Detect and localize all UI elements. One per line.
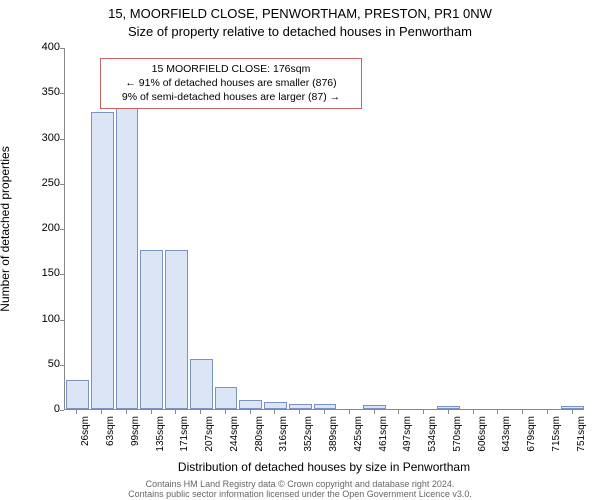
y-tick-mark (60, 229, 64, 230)
annotation-box: 15 MOORFIELD CLOSE: 176sqm← 91% of detac… (100, 58, 362, 109)
x-tick-label: 135sqm (155, 416, 166, 471)
y-tick-label: 200 (20, 222, 60, 234)
x-tick-label: 99sqm (130, 416, 141, 471)
y-tick-mark (60, 48, 64, 49)
annotation-line: 15 MOORFIELD CLOSE: 176sqm (107, 62, 355, 76)
annotation-line: 9% of semi-detached houses are larger (8… (107, 90, 355, 104)
x-tick-mark (349, 410, 350, 414)
histogram-bar (116, 106, 139, 409)
x-tick-mark (175, 410, 176, 414)
histogram-bar (66, 380, 89, 409)
x-tick-mark (473, 410, 474, 414)
x-tick-mark (448, 410, 449, 414)
y-tick-mark (60, 274, 64, 275)
x-tick-mark (547, 410, 548, 414)
chart-title-subtitle: Size of property relative to detached ho… (0, 24, 600, 39)
annotation-line: ← 91% of detached houses are smaller (87… (107, 76, 355, 90)
x-tick-mark (274, 410, 275, 414)
x-tick-mark (76, 410, 77, 414)
histogram-bar (91, 112, 114, 409)
y-tick-label: 300 (20, 132, 60, 144)
x-tick-mark (151, 410, 152, 414)
x-tick-mark (374, 410, 375, 414)
histogram-bar (190, 359, 213, 409)
footer-line2: Contains public sector information licen… (0, 490, 600, 500)
y-tick-mark (60, 320, 64, 321)
y-tick-mark (60, 139, 64, 140)
x-tick-label: 352sqm (303, 416, 314, 471)
histogram-bar (437, 406, 460, 409)
x-tick-label: 244sqm (229, 416, 240, 471)
x-tick-label: 461sqm (378, 416, 389, 471)
x-tick-mark (497, 410, 498, 414)
x-tick-mark (423, 410, 424, 414)
x-tick-label: 207sqm (204, 416, 215, 471)
x-tick-label: 679sqm (526, 416, 537, 471)
x-tick-mark (299, 410, 300, 414)
x-tick-label: 643sqm (501, 416, 512, 471)
histogram-bar (165, 250, 188, 409)
histogram-bar (215, 387, 238, 409)
x-tick-mark (572, 410, 573, 414)
x-tick-mark (250, 410, 251, 414)
y-tick-label: 400 (20, 41, 60, 53)
x-tick-label: 171sqm (179, 416, 190, 471)
x-tick-mark (522, 410, 523, 414)
footer-attribution: Contains HM Land Registry data © Crown c… (0, 480, 600, 500)
y-tick-label: 250 (20, 177, 60, 189)
histogram-bar (363, 405, 386, 409)
x-tick-label: 425sqm (353, 416, 364, 471)
y-tick-mark (60, 184, 64, 185)
histogram-bar (561, 406, 584, 409)
histogram-bar (289, 404, 312, 409)
x-tick-label: 280sqm (254, 416, 265, 471)
y-axis-label: Number of detached properties (0, 48, 12, 410)
histogram-bar (264, 402, 287, 409)
y-tick-mark (60, 365, 64, 366)
histogram-bar (239, 400, 262, 409)
y-tick-label: 50 (20, 358, 60, 370)
y-tick-label: 0 (20, 403, 60, 415)
x-tick-label: 63sqm (105, 416, 116, 471)
y-tick-label: 100 (20, 313, 60, 325)
x-tick-mark (101, 410, 102, 414)
x-tick-label: 534sqm (427, 416, 438, 471)
x-tick-label: 606sqm (477, 416, 488, 471)
y-tick-label: 350 (20, 86, 60, 98)
y-tick-mark (60, 410, 64, 411)
x-tick-mark (126, 410, 127, 414)
x-tick-mark (324, 410, 325, 414)
x-tick-mark (200, 410, 201, 414)
x-tick-label: 570sqm (452, 416, 463, 471)
x-tick-label: 316sqm (278, 416, 289, 471)
chart-title-address: 15, MOORFIELD CLOSE, PENWORTHAM, PRESTON… (0, 6, 600, 21)
y-tick-label: 150 (20, 267, 60, 279)
x-tick-mark (225, 410, 226, 414)
x-tick-label: 715sqm (551, 416, 562, 471)
x-tick-label: 751sqm (576, 416, 587, 471)
y-tick-mark (60, 93, 64, 94)
histogram-bar (314, 404, 337, 409)
x-tick-mark (398, 410, 399, 414)
histogram-bar (140, 250, 163, 409)
x-tick-label: 26sqm (80, 416, 91, 471)
x-tick-label: 497sqm (402, 416, 413, 471)
x-tick-label: 389sqm (328, 416, 339, 471)
chart-container: 15, MOORFIELD CLOSE, PENWORTHAM, PRESTON… (0, 0, 600, 500)
